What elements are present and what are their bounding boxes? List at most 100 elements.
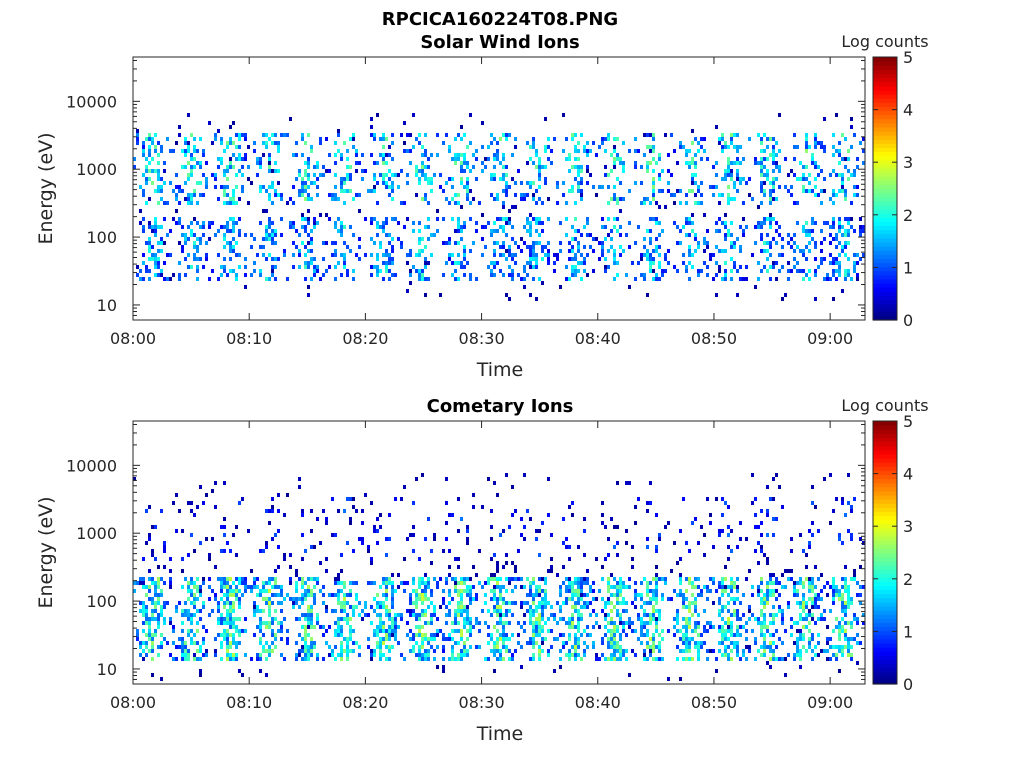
colorbar-step <box>873 527 897 533</box>
x-tick-label: 09:00 <box>807 329 853 348</box>
spectrogram-cell <box>769 593 772 597</box>
spectrogram-cell <box>232 581 235 585</box>
spectrogram-cell <box>610 637 613 641</box>
spectrogram-cell <box>160 197 163 201</box>
spectrogram-cell <box>721 609 724 613</box>
spectrogram-cell <box>343 617 346 621</box>
spectrogram-cell <box>613 621 616 625</box>
spectrogram-cell <box>415 589 418 593</box>
spectrogram-cell <box>844 253 847 257</box>
spectrogram-cell <box>358 601 361 605</box>
spectrogram-cell <box>454 617 457 621</box>
spectrogram-cell <box>712 649 715 653</box>
spectrogram-cell <box>430 593 433 597</box>
spectrogram-cell <box>523 277 526 281</box>
spectrogram-cell <box>469 169 472 173</box>
spectrogram-cell <box>592 597 595 601</box>
spectrogram-cell <box>262 649 265 653</box>
colorbar-step <box>873 614 897 619</box>
spectrogram-cell <box>154 221 157 225</box>
spectrogram-cell <box>301 601 304 605</box>
spectrogram-cell <box>805 649 808 653</box>
spectrogram-cell <box>304 185 307 189</box>
spectrogram-cell <box>595 597 598 601</box>
spectrogram-cell <box>388 649 391 653</box>
spectrogram-cell <box>379 269 382 273</box>
spectrogram-cell <box>595 193 598 197</box>
spectrogram-cell <box>400 613 403 617</box>
spectrogram-cell <box>178 601 181 605</box>
spectrogram-cell <box>562 193 565 197</box>
spectrogram-cell <box>202 577 205 581</box>
spectrogram-cell <box>718 137 721 141</box>
spectrogram-cell <box>343 649 346 653</box>
spectrogram-cell <box>829 637 832 641</box>
spectrogram-cell <box>223 637 226 641</box>
spectrogram-cell <box>151 637 154 641</box>
spectrogram-cell <box>496 569 499 573</box>
spectrogram-cell <box>775 517 778 521</box>
spectrogram-cell <box>310 649 313 653</box>
spectrogram-cell <box>715 245 718 249</box>
spectrogram-cell <box>811 585 814 589</box>
spectrogram-cell <box>631 649 634 653</box>
spectrogram-cell <box>160 189 163 193</box>
spectrogram-cell <box>544 605 547 609</box>
spectrogram-cell <box>841 245 844 249</box>
spectrogram-cell <box>799 613 802 617</box>
spectrogram-cell <box>703 533 706 537</box>
spectrogram-cell <box>604 657 607 661</box>
spectrogram-cell <box>583 261 586 265</box>
spectrogram-cell <box>310 237 313 241</box>
spectrogram-cell <box>163 217 166 221</box>
spectrogram-cell <box>730 657 733 661</box>
spectrogram-cell <box>751 501 754 505</box>
spectrogram-cell <box>382 637 385 641</box>
spectrogram-cell <box>517 577 520 581</box>
spectrogram-cell <box>181 245 184 249</box>
spectrogram-cell <box>799 577 802 581</box>
spectrogram-cell <box>820 169 823 173</box>
spectrogram-cell <box>787 173 790 177</box>
spectrogram-cell <box>229 257 232 261</box>
spectrogram-cell <box>484 657 487 661</box>
spectrogram-cell <box>340 185 343 189</box>
spectrogram-cell <box>316 269 319 273</box>
spectrogram-cell <box>202 637 205 641</box>
spectrogram-cell <box>307 621 310 625</box>
spectrogram-cell <box>796 649 799 653</box>
spectrogram-cell <box>670 193 673 197</box>
spectrogram-cell <box>556 181 559 185</box>
spectrogram-cell <box>571 249 574 253</box>
spectrogram-cell <box>346 617 349 621</box>
spectrogram-cell <box>832 653 835 657</box>
spectrogram-cell <box>346 177 349 181</box>
spectrogram-cell <box>418 613 421 617</box>
spectrogram-cell <box>535 229 538 233</box>
spectrogram-cell <box>319 541 322 545</box>
spectrogram-cell <box>280 637 283 641</box>
spectrogram-cell <box>682 657 685 661</box>
spectrogram-cell <box>574 177 577 181</box>
spectrogram-cell <box>730 141 733 145</box>
spectrogram-cell <box>382 145 385 149</box>
spectrogram-cell <box>688 261 691 265</box>
colorbar-step <box>873 233 897 239</box>
spectrogram-cell <box>193 165 196 169</box>
spectrogram-cell <box>688 233 691 237</box>
spectrogram-cell <box>526 181 529 185</box>
spectrogram-cell <box>451 185 454 189</box>
spectrogram-cell <box>682 633 685 637</box>
spectrogram-cell <box>730 257 733 261</box>
spectrogram-cell <box>529 621 532 625</box>
spectrogram-cell <box>280 621 283 625</box>
spectrogram-cell <box>547 137 550 141</box>
spectrogram-cell <box>613 225 616 229</box>
colorbar-step <box>873 163 897 169</box>
spectrogram-cell <box>682 617 685 621</box>
spectrogram-cell <box>607 173 610 177</box>
spectrogram-cell <box>622 601 625 605</box>
spectrogram-cell <box>421 601 424 605</box>
spectrogram-cell <box>568 597 571 601</box>
spectrogram-cell <box>307 233 310 237</box>
